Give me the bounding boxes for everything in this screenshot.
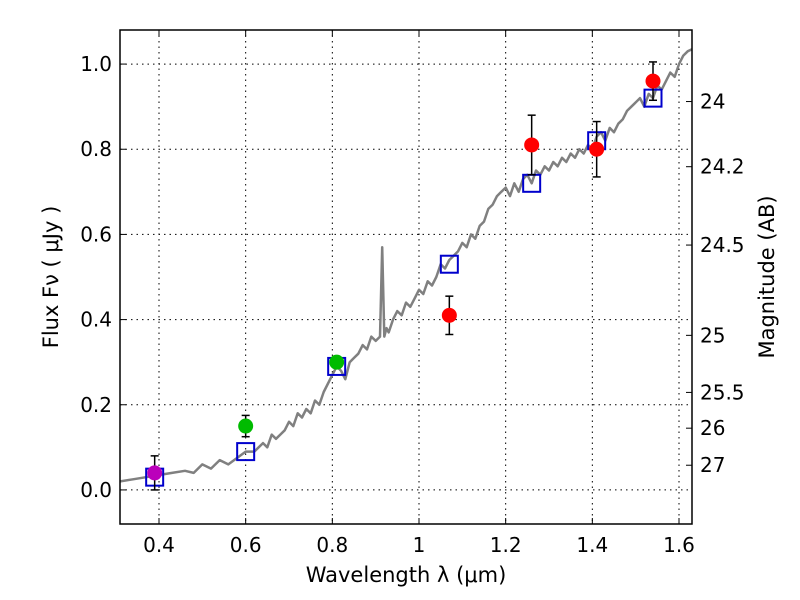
y2-axis-label: Magnitude (AB)	[755, 195, 779, 358]
x-tick-label: 1.6	[663, 533, 695, 557]
y-tick-label: 0.8	[80, 137, 112, 161]
y-tick-label: 1.0	[80, 52, 112, 76]
observed-point	[238, 418, 254, 434]
y-tick-label: 0.6	[80, 222, 112, 246]
observed-point	[589, 141, 605, 157]
data-layer	[120, 48, 692, 491]
x-tick-label: 0.8	[316, 533, 348, 557]
plot-frame	[119, 29, 693, 525]
y-tick-label: 0.2	[80, 393, 112, 417]
observed-point	[147, 465, 163, 481]
y-tick-label: 0.4	[80, 308, 112, 332]
observed-point	[645, 73, 661, 89]
model-photometry-square	[439, 254, 459, 274]
x-axis-label: Wavelength λ (μm)	[306, 563, 507, 587]
x-tick-label: 1	[413, 533, 426, 557]
y2-tick-label: 24.5	[700, 233, 745, 257]
y-tick-label: 0.0	[80, 478, 112, 502]
spectrum-line	[120, 48, 692, 483]
model-photometry-square	[236, 442, 256, 462]
y2-tick-label: 25.5	[700, 380, 745, 404]
y-axis-label: Flux Fν ( μJy )	[39, 206, 63, 349]
observed-point	[524, 137, 540, 153]
y2-tick-label: 27	[700, 453, 725, 477]
observed-point	[329, 354, 345, 370]
x-tick-label: 1.4	[576, 533, 608, 557]
x-tick-label: 1.2	[490, 533, 522, 557]
x-tick-label: 0.4	[143, 533, 175, 557]
ticks: 0.4 0.6 0.8 1 1.2 1.4 1.6 0.0 0.2 0.4 0.6 0.8 1.0 24 2…	[80, 30, 745, 557]
observed-point	[441, 307, 457, 323]
y2-tick-label: 24	[700, 90, 725, 114]
x-tick-label: 0.6	[230, 533, 262, 557]
y2-tick-label: 25	[700, 323, 725, 347]
y2-tick-label: 24.2	[700, 155, 745, 179]
y2-tick-label: 26	[700, 416, 725, 440]
grid	[120, 30, 692, 524]
